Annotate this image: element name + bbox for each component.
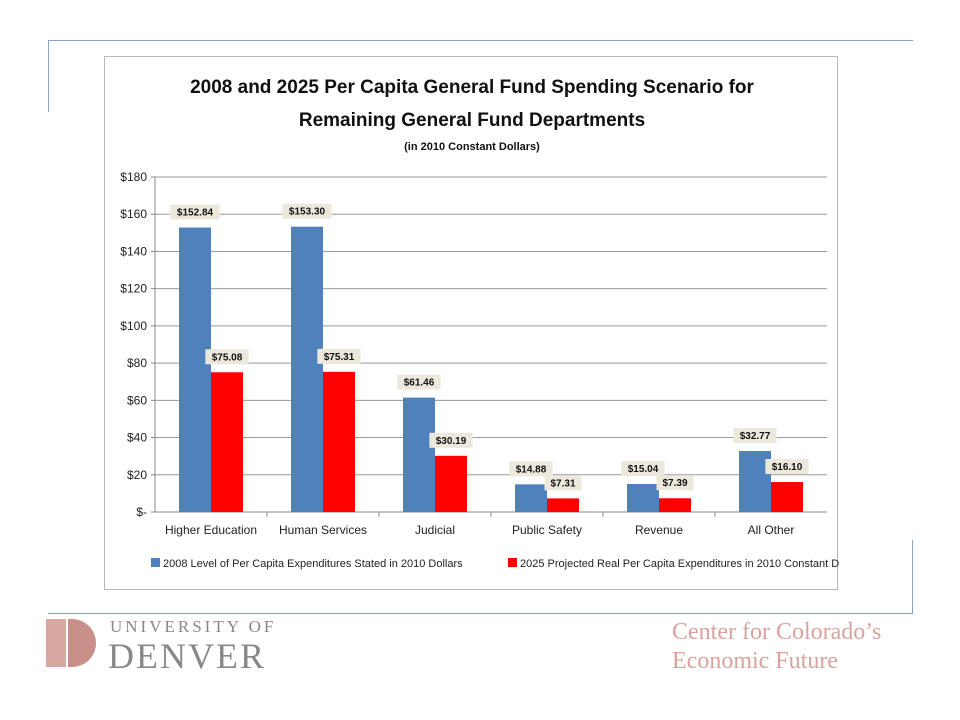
data-label-background <box>733 428 777 444</box>
chart-title-line-1: 2008 and 2025 Per Capita General Fund Sp… <box>190 77 754 98</box>
frame-line-top <box>48 40 913 41</box>
bar <box>403 397 435 512</box>
university-mark-icon <box>46 619 96 667</box>
bar <box>291 226 323 513</box>
y-tick-label: $20 <box>127 468 147 482</box>
frame-line-left <box>48 40 49 112</box>
bar <box>659 498 691 512</box>
legend: 2008 Level of Per Capita Expenditures St… <box>151 558 839 570</box>
bar <box>435 455 467 512</box>
data-label: $7.31 <box>550 478 575 489</box>
bar <box>179 227 211 512</box>
university-name-top: UNIVERSITY OF <box>110 617 277 636</box>
frame-line-right <box>912 540 913 614</box>
data-label: $7.39 <box>662 478 687 489</box>
data-label-background <box>544 475 582 491</box>
bar <box>211 372 243 512</box>
legend-label: 2008 Level of Per Capita Expenditures St… <box>163 558 463 570</box>
axes: $- $20 $40 $60 $80 $100 $120 $140 $160 $180 Higher… <box>120 170 827 537</box>
legend-swatch <box>508 558 517 567</box>
data-label: $14.88 <box>516 464 547 475</box>
bar <box>547 498 579 512</box>
bars <box>179 226 803 513</box>
data-label-background <box>170 204 220 220</box>
y-tick-label: $80 <box>127 356 147 370</box>
y-tick-label: $- <box>136 505 147 519</box>
data-label: $32.77 <box>740 431 771 442</box>
chart-title-line-2: Remaining General Fund Departments <box>299 110 645 131</box>
y-tick-label: $180 <box>120 170 147 184</box>
x-category-label: All Other <box>748 523 795 537</box>
bar <box>515 484 547 512</box>
data-label: $30.19 <box>436 436 467 447</box>
y-tick-label: $60 <box>127 393 147 407</box>
gridlines <box>155 176 827 476</box>
legend-swatch <box>151 558 160 567</box>
x-category-label: Human Services <box>279 523 367 537</box>
university-logo: UNIVERSITY OF DENVER <box>46 617 306 677</box>
y-tick-label: $40 <box>127 431 147 445</box>
bar-chart: 2008 and 2025 Per Capita General Fund Sp… <box>120 77 839 570</box>
data-label-background <box>509 461 553 477</box>
x-category-label: Revenue <box>635 523 683 537</box>
center-name-line-1: Center for Colorado’s <box>672 619 882 645</box>
data-label-background <box>397 374 441 390</box>
y-tick-label: $120 <box>120 282 147 296</box>
data-labels: $152.84 $75.08 $153.30 $75.31 $61.46 $30.19 $1… <box>170 203 809 491</box>
chart-subtitle: (in 2010 Constant Dollars) <box>404 141 540 153</box>
data-label: $152.84 <box>177 208 214 219</box>
x-category-label: Higher Education <box>165 523 257 537</box>
data-label-background <box>429 432 473 448</box>
bar <box>771 482 803 512</box>
y-tick-label: $100 <box>120 319 147 333</box>
bar <box>323 371 355 512</box>
y-tick-label: $140 <box>120 244 147 258</box>
data-label-background <box>656 475 694 491</box>
data-label: $61.46 <box>404 378 435 389</box>
center-name-line-2: Economic Future <box>672 648 838 674</box>
data-label: $16.10 <box>772 462 803 473</box>
data-label-background <box>282 203 332 219</box>
x-category-label: Judicial <box>415 523 455 537</box>
data-label-background <box>205 349 249 365</box>
frame-line-bottom <box>48 613 913 614</box>
data-label: $15.04 <box>628 464 659 475</box>
center-name: Center for Colorado’s Economic Future <box>672 618 881 676</box>
data-label-background <box>765 459 809 475</box>
bar <box>627 484 659 512</box>
data-label-background <box>317 348 361 364</box>
legend-label: 2025 Projected Real Per Capita Expenditu… <box>520 558 839 570</box>
data-label: $153.30 <box>289 207 326 218</box>
university-name-bottom: DENVER <box>108 636 266 676</box>
chart-container: 2008 and 2025 Per Capita General Fund Sp… <box>104 56 839 590</box>
data-label-background <box>621 461 665 477</box>
x-category-label: Public Safety <box>512 523 582 537</box>
data-label: $75.31 <box>324 352 355 363</box>
data-label: $75.08 <box>212 352 243 363</box>
y-tick-label: $160 <box>120 207 147 221</box>
